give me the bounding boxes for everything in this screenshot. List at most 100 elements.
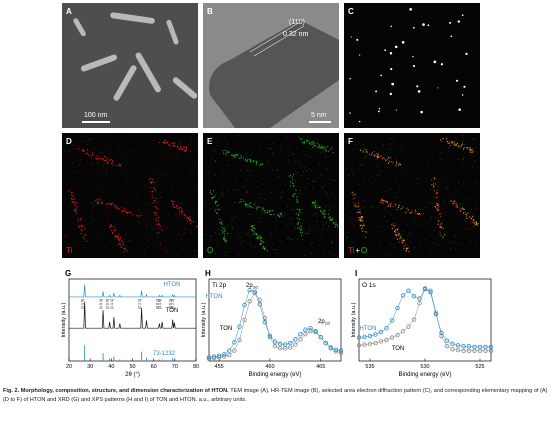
signal-dot: [354, 197, 356, 199]
noise-dot: [172, 186, 174, 188]
noise-dot: [169, 235, 170, 237]
nanorods: [73, 12, 198, 101]
data-point: [288, 345, 293, 350]
signal-dot: [179, 143, 181, 145]
diffraction-spot: [427, 24, 430, 27]
signal-dot: [311, 202, 313, 204]
panel-letter: D: [66, 137, 72, 146]
noise-dot: [179, 212, 181, 214]
signal-dot: [95, 157, 97, 159]
noise-dot: [395, 181, 397, 183]
signal-dot: [323, 211, 325, 213]
noise-dot: [270, 148, 272, 149]
signal-dot: [314, 200, 316, 202]
noise-dot: [180, 239, 182, 241]
signal-dot: [263, 247, 265, 249]
noise-dot: [419, 184, 421, 186]
signal-dot: [211, 197, 213, 199]
noise-dot: [208, 171, 210, 173]
signal-dot: [217, 213, 219, 215]
signal-dot: [101, 203, 103, 205]
signal-dot: [321, 146, 323, 148]
signal-dot: [114, 205, 116, 207]
signal-dot: [100, 202, 102, 204]
signal-dot: [105, 204, 107, 206]
noise-dot: [266, 154, 267, 156]
noise-dot: [348, 175, 350, 177]
signal-dot: [297, 227, 299, 229]
noise-dot: [409, 241, 410, 242]
noise-dot: [286, 224, 288, 226]
signal-dot: [165, 139, 167, 141]
noise-dot: [178, 230, 180, 232]
diffraction-spot: [349, 77, 351, 80]
data-point: [488, 344, 494, 350]
signal-dot: [231, 154, 233, 156]
signal-dot: [439, 213, 441, 215]
signal-dot: [288, 175, 290, 177]
noise-dot: [163, 229, 165, 231]
noise-dot: [178, 217, 180, 218]
signal-dot: [226, 240, 228, 242]
noise-dot: [217, 242, 219, 244]
noise-dot: [383, 143, 384, 145]
signal-dot: [85, 235, 87, 237]
signal-dot: [190, 150, 192, 152]
signal-dot: [408, 247, 410, 249]
noise-dot: [468, 199, 470, 201]
noise-dot: [159, 186, 161, 187]
diffraction-spot: [349, 112, 351, 114]
signal-dot: [366, 151, 368, 153]
signal-dot: [476, 223, 478, 225]
signal-dot: [436, 209, 438, 211]
signal-dot: [467, 148, 469, 150]
signal-dot: [189, 223, 191, 225]
noise-dot: [394, 203, 396, 205]
signal-dot: [418, 213, 420, 215]
signal-dot: [315, 145, 317, 147]
noise-dot: [124, 181, 126, 183]
noise-dot: [194, 255, 195, 257]
signal-dot: [278, 215, 280, 217]
signal-dot: [117, 208, 119, 210]
data-point: [466, 348, 472, 354]
signal-dot: [361, 227, 363, 229]
noise-dot: [88, 252, 90, 254]
signal-dot: [182, 149, 184, 151]
noise-dot: [166, 157, 168, 159]
noise-dot: [406, 238, 408, 240]
noise-dot: [293, 153, 295, 155]
noise-dot: [105, 207, 107, 209]
noise-dot: [159, 244, 161, 246]
signal-dot: [117, 165, 119, 167]
signal-dot: [254, 160, 256, 162]
noise-dot: [77, 236, 78, 238]
noise-dot: [259, 237, 261, 239]
noise-dot: [165, 173, 167, 175]
noise-dot: [171, 173, 173, 175]
noise-dot: [407, 228, 409, 230]
signal-dot: [330, 149, 332, 151]
signal-dot: [181, 148, 183, 150]
noise-dot: [325, 206, 327, 207]
noise-dot: [304, 254, 306, 256]
noise-dot: [160, 197, 162, 199]
noise-dot: [330, 205, 331, 207]
noise-dot: [462, 135, 464, 136]
noise-dot: [421, 170, 423, 171]
noise-dot: [400, 202, 402, 203]
noise-dot: [325, 167, 327, 169]
signal-dot: [331, 217, 333, 219]
signal-dot: [118, 243, 120, 245]
signal-dot: [88, 154, 90, 156]
signal-dot: [110, 163, 112, 165]
signal-dot: [360, 219, 362, 221]
x-axis-label: Binding energy (eV): [398, 372, 451, 378]
data-point: [252, 289, 257, 294]
noise-dot: [211, 235, 212, 237]
noise-dot: [382, 152, 384, 154]
data-point: [455, 347, 461, 353]
signal-dot: [76, 206, 78, 208]
signal-dot: [126, 211, 128, 213]
noise-dot: [287, 206, 288, 208]
